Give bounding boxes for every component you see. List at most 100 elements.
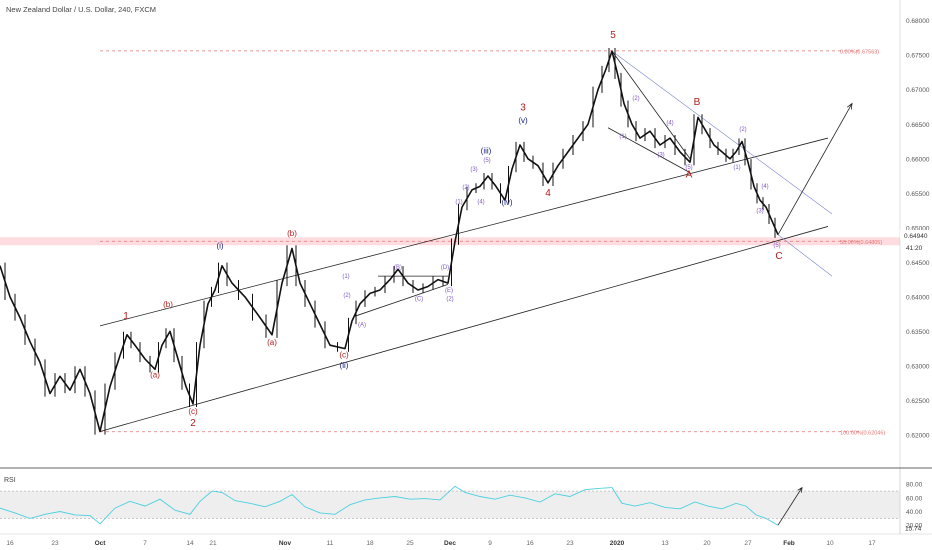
time-tick-label: 2020 — [610, 540, 625, 547]
price-tick-label: 0.65500 — [906, 191, 930, 198]
wave-label: (B) — [394, 265, 402, 271]
rsi-band — [0, 491, 900, 519]
trend-line — [354, 284, 449, 317]
price-tick-label: 0.62500 — [906, 398, 930, 405]
wave-label: (v) — [518, 116, 528, 125]
wave-label: A — [686, 169, 693, 180]
rsi-tick-label: 60.00 — [906, 495, 923, 502]
wave-label: (1) — [619, 134, 626, 140]
wave-label: (a) — [150, 371, 160, 380]
wave-label: (3) — [470, 167, 477, 173]
wave-label: (2) — [632, 96, 639, 102]
wave-label: (a) — [267, 338, 277, 347]
wave-label: (b) — [287, 229, 297, 238]
wave-label: (2) — [446, 296, 453, 302]
rsi-panel — [0, 485, 900, 526]
trend-line — [611, 50, 691, 160]
wave-label: (4) — [761, 184, 768, 190]
time-tick-label: 14 — [186, 540, 194, 547]
wave-label: (3) — [657, 153, 664, 159]
rsi-projection-arrowhead — [797, 486, 803, 493]
price-tick-label: 0.62000 — [906, 432, 930, 439]
trend-line — [611, 50, 833, 215]
wave-label: (A) — [358, 323, 366, 329]
price-line — [0, 50, 779, 433]
wave-label: (b) — [163, 300, 173, 309]
wave-label: (C) — [415, 296, 423, 302]
wave-label: 5 — [610, 30, 616, 41]
fib-label: 100.00%(0.62046) — [840, 430, 885, 436]
price-tick-label: 0.64500 — [906, 260, 930, 267]
price-tick-label: 0.67000 — [906, 87, 930, 94]
chart-title: New Zealand Dollar / U.S. Dollar, 240, F… — [6, 5, 156, 14]
time-tick-label: 10 — [826, 540, 834, 547]
price-tick-label: 0.68000 — [906, 18, 930, 25]
trend-line — [607, 127, 691, 173]
fib-levels: 0.00%(0.67563) 50.00%(0.64805) 100.00%(0.6… — [100, 49, 885, 436]
time-tick-label: 27 — [744, 540, 752, 547]
rsi-last-value: 15.74 — [905, 526, 922, 533]
wave-label: (5) — [685, 165, 692, 171]
price-tick-label: 0.67500 — [906, 53, 930, 60]
time-tick-label: 9 — [488, 540, 492, 547]
wave-label: (5) — [483, 158, 490, 164]
rsi-projection — [777, 487, 803, 526]
time-tick-label: 11 — [327, 540, 334, 547]
wave-label: 1 — [123, 311, 129, 322]
wave-label: (c) — [188, 407, 198, 416]
fib-label: 50.00%(0.64805) — [840, 240, 882, 246]
wave-label: (2) — [462, 185, 469, 191]
projection-arrowhead — [847, 102, 853, 110]
wave-label: (3) — [756, 209, 763, 215]
trend-line — [99, 226, 829, 432]
rsi-tick-label: 20.00 — [906, 523, 923, 530]
time-tick-label: Nov — [279, 540, 292, 547]
wave-label: (D) — [441, 265, 449, 271]
wave-label: (2) — [343, 293, 350, 299]
countdown-label: 41:20 — [906, 245, 923, 252]
wave-label: (1) — [342, 274, 349, 280]
trend-line — [99, 137, 829, 327]
wave-label: C — [775, 251, 782, 262]
fib-label: 0.00%(0.67563) — [840, 49, 879, 55]
time-tick-label: 23 — [566, 540, 574, 547]
wave-label: B — [694, 97, 701, 108]
time-tick-label: 17 — [868, 540, 876, 547]
price-series — [0, 47, 779, 435]
time-tick-label: 13 — [661, 540, 669, 547]
price-axis[interactable]: 0.68000 0.67500 0.67000 0.66500 0.66000 0.655… — [906, 18, 930, 439]
wave-label: (c) — [339, 351, 349, 360]
wave-label: (i) — [216, 242, 223, 251]
time-tick-label: Feb — [783, 540, 795, 547]
wave-label: (1) — [455, 200, 462, 206]
rsi-tick-label: 40.00 — [906, 509, 923, 516]
price-tick-label: 0.63500 — [906, 329, 930, 336]
wave-label: 4 — [545, 188, 551, 199]
rsi-tick-label: 80.00 — [906, 482, 923, 489]
wave-label: (1) — [733, 165, 740, 171]
wave-labels: 5 3 (v) (iii) (5) (3) (4) (1) (2) (iv) 4 B A C (1) (2) (… — [123, 30, 782, 429]
price-tick-label: 0.63000 — [906, 363, 930, 370]
time-tick-label: Oct — [95, 540, 107, 547]
wave-label: (4) — [477, 200, 484, 206]
time-tick-label: 20 — [703, 540, 711, 547]
trend-line — [777, 234, 833, 277]
time-tick-label: 21 — [209, 540, 217, 547]
wave-label: (iv) — [501, 198, 512, 207]
time-tick-label: 25 — [406, 540, 414, 547]
time-tick-label: 16 — [526, 540, 534, 547]
price-tick-label: 0.64000 — [906, 294, 930, 301]
wave-label: (iii) — [481, 146, 492, 155]
wave-label: (4) — [666, 120, 673, 126]
time-axis[interactable]: 16 23 Oct 7 14 21 Nov 11 18 25 Dec 9 16 23 2020 13 20 27 F… — [6, 540, 876, 547]
trend-lines — [99, 50, 833, 432]
time-tick-label: 7 — [143, 540, 147, 547]
wave-label: 2 — [190, 418, 196, 429]
projection-line — [777, 103, 853, 235]
wave-label: (2) — [739, 127, 746, 133]
price-tick-label: 0.66000 — [906, 156, 930, 163]
wave-label: (ii) — [340, 361, 349, 370]
